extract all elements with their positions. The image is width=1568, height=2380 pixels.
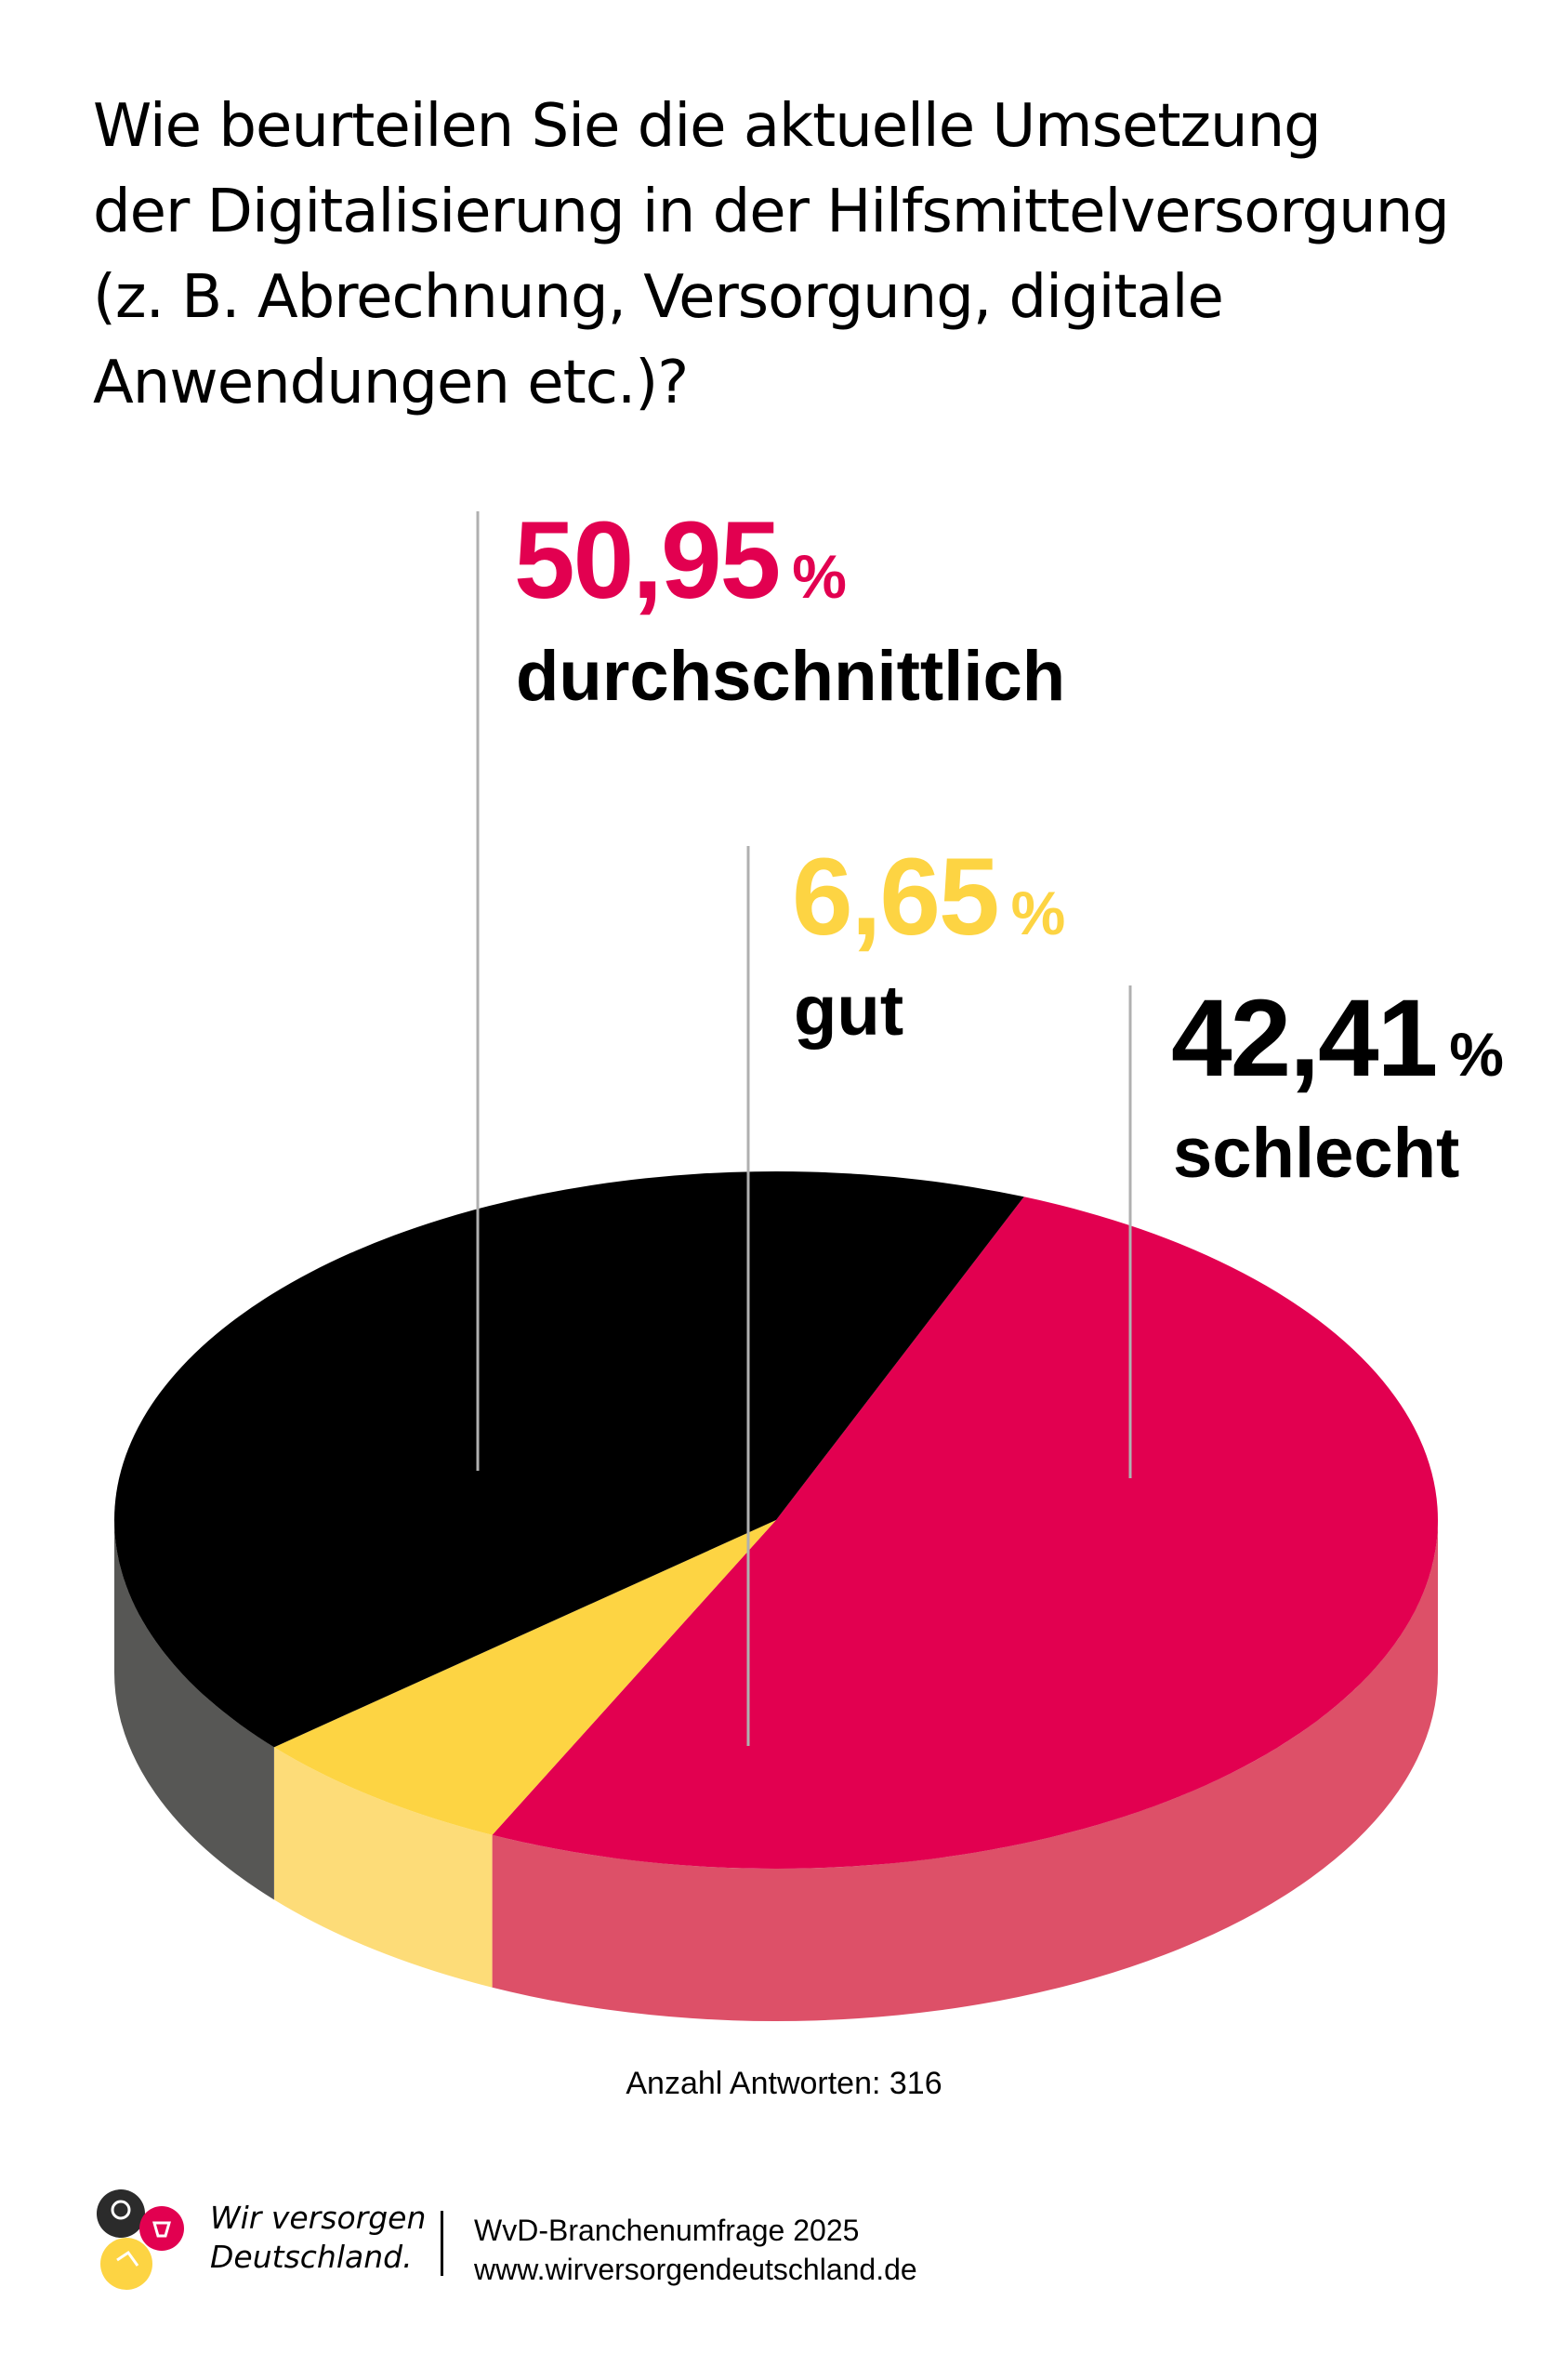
title-line: Anwendungen etc.)?: [93, 349, 689, 417]
chart-title: Wie beurteilen Sie die aktuelle Umsetzun…: [93, 84, 1469, 426]
pie-slice-gut: [273, 1520, 777, 1835]
slice-percent-durchschnittlich: 50,95%: [514, 499, 847, 622]
title-line: der Digitalisierung in der Hilfsmittelve…: [93, 178, 1450, 246]
leader-lines: [476, 511, 1132, 1746]
brand-line: Deutschland.: [210, 2239, 413, 2275]
footer-divider: [441, 2211, 443, 2276]
pie-tops: [114, 1171, 1438, 1869]
slice-label-durchschnittlich: durchschnittlich: [516, 637, 1066, 716]
pie-slice-durchschnittlich: [492, 1197, 1438, 1869]
footer-survey: WvD-Branchenumfrage 2025: [474, 2214, 860, 2247]
slice-percent-gut: 6,65%: [792, 836, 1066, 959]
title-line: Wie beurteilen Sie die aktuelle Umsetzun…: [93, 92, 1322, 161]
brand-name: Wir versorgen Deutschland.: [210, 2199, 426, 2277]
slice-label-schlecht: schlecht: [1173, 1114, 1460, 1193]
pie-slice-schlecht: [114, 1171, 1024, 1748]
pie-sides: [114, 1520, 1438, 2022]
footer-url: www.wirversorgendeutschland.de: [474, 2253, 917, 2286]
pie-chart: [114, 511, 1438, 2022]
pie-side-schlecht: [114, 1520, 274, 1900]
response-count: Anzahl Antworten: 316: [626, 2066, 942, 2101]
brand-logo-icon: [97, 2189, 184, 2290]
pie-side-gut: [273, 1747, 493, 1988]
slice-percent-schlecht: 42,41%: [1171, 977, 1504, 1100]
title-line: (z. B. Abrechnung, Versorgung, digitale: [93, 263, 1224, 332]
pie-side-durchschnittlich: [492, 1520, 1438, 2022]
slice-label-gut: gut: [794, 972, 904, 1051]
brand-line: Wir versorgen: [210, 2200, 427, 2236]
